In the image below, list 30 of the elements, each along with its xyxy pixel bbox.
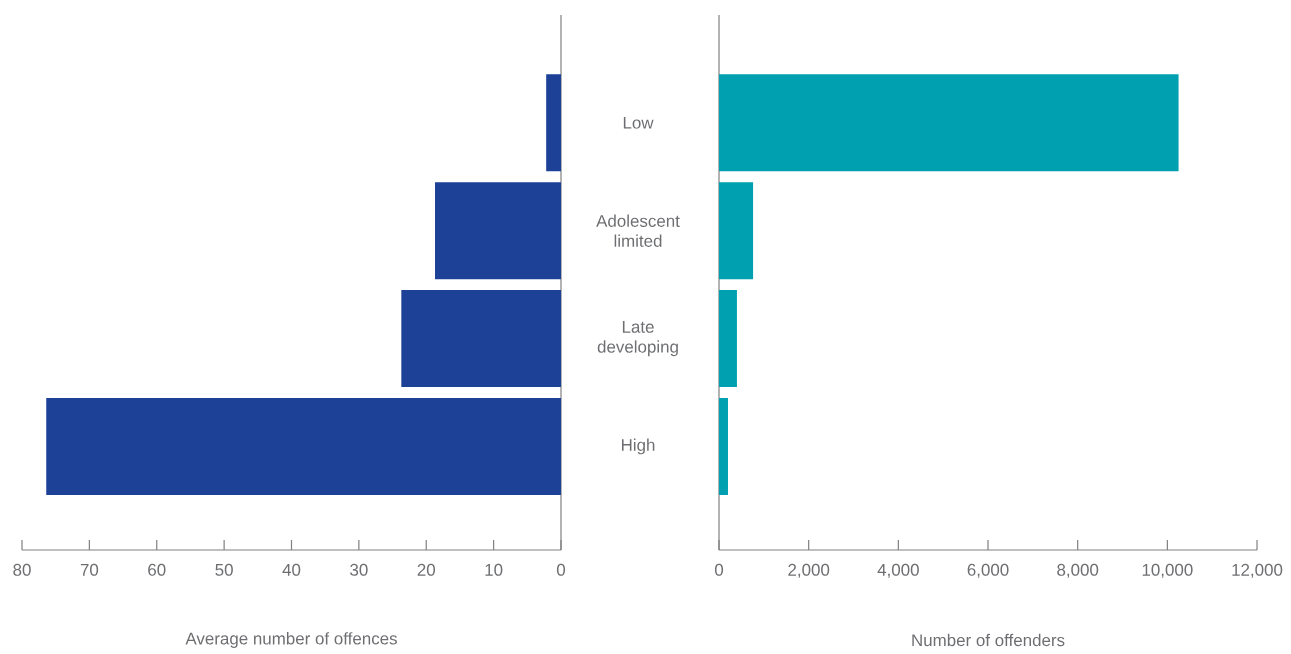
x-tick-label: 10,000: [1142, 564, 1193, 579]
y-tick-label: Adolescent limited: [596, 214, 680, 248]
x-tick-label: 8,000: [1057, 564, 1099, 579]
bar: [719, 398, 728, 496]
x-tick-label: 10: [485, 564, 503, 577]
x-tick-label: 0: [714, 564, 724, 577]
y-tick-label: High: [621, 438, 655, 455]
x-tick-label: 4,000: [877, 564, 919, 579]
y-tick-label: Late developing: [597, 321, 678, 357]
bar: [719, 74, 1179, 172]
y-tick-label: Low: [623, 117, 654, 130]
x-tick-label: 6,000: [967, 564, 1009, 579]
bar: [46, 398, 561, 496]
bar: [719, 290, 737, 388]
x-tick-label: 30: [350, 564, 368, 577]
x-tick-label: 12,000: [1232, 564, 1283, 579]
x-axis-title: Number of offenders: [912, 634, 1065, 647]
x-tick-label: 50: [215, 564, 233, 577]
x-tick-label: 2,000: [788, 564, 830, 579]
bar: [401, 290, 561, 388]
x-tick-label: 40: [282, 564, 301, 577]
x-axis-title: Average number of offences: [185, 632, 397, 649]
x-tick-label: 60: [148, 564, 166, 577]
x-tick-label: 80: [13, 564, 31, 577]
bar: [719, 182, 754, 280]
x-tick-label: 70: [80, 564, 99, 577]
x-tick-label: 20: [417, 564, 436, 577]
x-tick-label: 0: [556, 564, 566, 577]
bar: [435, 182, 561, 280]
bar: [546, 74, 561, 172]
